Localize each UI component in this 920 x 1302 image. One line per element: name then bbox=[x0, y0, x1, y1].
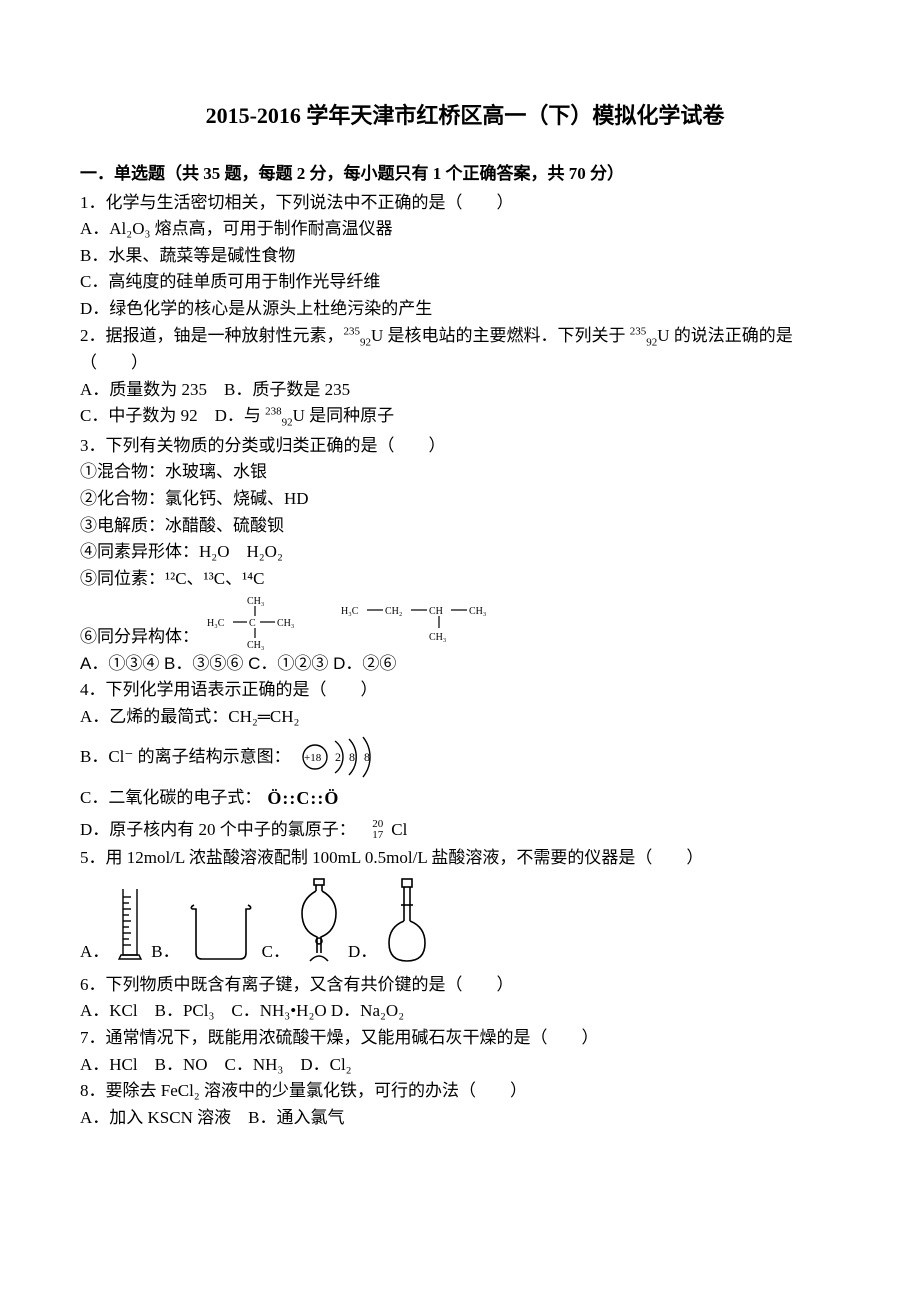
q3-opts: A．①③④ B．③⑤⑥ C．①②③ D．②⑥ bbox=[80, 652, 850, 677]
q5-stem: 5．用 12mol/L 浓盐酸溶液配制 100mL 0.5mol/L 盐酸溶液，… bbox=[80, 846, 850, 871]
q2-c-pre: C．中子数为 92 D．与 bbox=[80, 406, 265, 425]
q3-i3: ③电解质：冰醋酸、硫酸钡 bbox=[80, 514, 850, 539]
svg-text:C: C bbox=[249, 618, 256, 629]
uranium-235-b: 23592U bbox=[630, 326, 670, 345]
svg-text:8: 8 bbox=[364, 750, 370, 764]
q3-i6-label: ⑥同分异构体： bbox=[80, 625, 199, 650]
q4-stem: 4．下列化学用语表示正确的是（ ） bbox=[80, 678, 850, 703]
structure-right-icon: H₃C CH₂ CH CH₃ CH₃ bbox=[339, 594, 529, 650]
svg-text:CH: CH bbox=[429, 606, 443, 617]
svg-text:CH₃: CH₃ bbox=[277, 618, 294, 629]
q6-stem: 6．下列物质中既含有离子键，又含有共价键的是（ ） bbox=[80, 973, 850, 998]
q1-d: D．绿色化学的核心是从源头上杜绝污染的产生 bbox=[80, 297, 850, 322]
ion-structure-icon: +18 2 8 8 bbox=[297, 735, 392, 779]
svg-text:H₃C: H₃C bbox=[207, 618, 225, 629]
structure-left-icon: CH₃ H₃C C CH₃ CH₃ bbox=[205, 594, 315, 650]
q5-opts: A． B． C． bbox=[80, 877, 850, 965]
q6-opts: A．KCl B．PCl₃ C．NH₃•H₂O D．Na₂O₂ bbox=[80, 999, 850, 1024]
q7-stem: 7．通常情况下，既能用浓硫酸干燥，又能用碱石灰干燥的是（ ） bbox=[80, 1026, 850, 1051]
q2-stem: 2．据报道，铀是一种放射性元素，23592U 是核电站的主要燃料．下列关于 23… bbox=[80, 324, 850, 376]
beaker-icon bbox=[186, 901, 256, 965]
q5-d-label: D． bbox=[348, 940, 377, 965]
electron-formula-icon: Ö::C::Ö bbox=[267, 785, 339, 811]
q4-a: A．乙烯的最简式：CH₂═CH₂ bbox=[80, 705, 850, 730]
q2-a: A．质量数为 235 B．质子数是 235 bbox=[80, 378, 850, 403]
q1-c: C．高纯度的硅单质可用于制作光导纤维 bbox=[80, 270, 850, 295]
svg-text:+18: +18 bbox=[304, 752, 322, 764]
q8-stem: 8．要除去 FeCl₂ 溶液中的少量氯化铁，可行的办法（ ） bbox=[80, 1079, 850, 1104]
q3-i5: ⑤同位素：¹²C、¹³C、¹⁴C bbox=[80, 567, 850, 592]
q1-stem: 1．化学与生活密切相关，下列说法中不正确的是（ ） bbox=[80, 191, 850, 216]
q1-a: A．Al₂O₃ 熔点高，可用于制作耐高温仪器 bbox=[80, 217, 850, 242]
q3-i6: ⑥同分异构体： CH₃ H₃C C CH₃ CH₃ H₃C CH₂ CH bbox=[80, 594, 850, 650]
volumetric-flask-icon bbox=[383, 877, 431, 965]
svg-text:CH₃: CH₃ bbox=[247, 596, 264, 607]
q7-opts: A．HCl B．NO C．NH₃ D．Cl₂ bbox=[80, 1053, 850, 1078]
q4-d: D．原子核内有 20 个中子的氯原子： 20 17 Cl bbox=[80, 818, 850, 843]
q5-a-label: A． bbox=[80, 940, 109, 965]
q4-c-label: C．二氧化碳的电子式： bbox=[80, 786, 261, 811]
svg-text:8: 8 bbox=[349, 750, 355, 764]
q5-c-label: C． bbox=[262, 940, 290, 965]
page-title: 2015-2016 学年天津市红桥区高一（下）模拟化学试卷 bbox=[80, 100, 850, 132]
q2-stem-b: 是核电站的主要燃料．下列关于 bbox=[388, 326, 630, 345]
separating-funnel-icon bbox=[296, 877, 342, 965]
graduated-cylinder-icon bbox=[115, 885, 145, 965]
svg-text:CH₃: CH₃ bbox=[429, 632, 446, 643]
svg-text:H₃C: H₃C bbox=[341, 606, 359, 617]
q2-stem-a: 2．据报道，铀是一种放射性元素， bbox=[80, 326, 344, 345]
q1-b: B．水果、蔬菜等是碱性食物 bbox=[80, 244, 850, 269]
q3-i2: ②化合物：氯化钙、烧碱、HD bbox=[80, 487, 850, 512]
section-heading: 一．单选题（共 35 题，每题 2 分，每小题只有 1 个正确答案，共 70 分… bbox=[80, 162, 850, 187]
svg-text:2: 2 bbox=[335, 750, 341, 764]
q4-b-label: B．Cl⁻ 的离子结构示意图： bbox=[80, 745, 291, 770]
q3-i1: ①混合物：水玻璃、水银 bbox=[80, 460, 850, 485]
q2-c-post: 是同种原子 bbox=[305, 406, 394, 425]
svg-text:CH₃: CH₃ bbox=[247, 640, 264, 650]
cl-isotope: 20 17 bbox=[372, 819, 383, 841]
q2-c: C．中子数为 92 D．与 23892U 是同种原子 bbox=[80, 404, 850, 431]
q4-c: C．二氧化碳的电子式： Ö::C::Ö bbox=[80, 785, 850, 811]
q4-d-post: Cl bbox=[391, 818, 407, 843]
uranium-238: 23892U bbox=[265, 406, 305, 425]
q5-b-label: B． bbox=[151, 940, 179, 965]
q8-a: A．加入 KSCN 溶液 B．通入氯气 bbox=[80, 1106, 850, 1131]
cl-bot: 17 bbox=[372, 830, 383, 841]
q4-d-pre: D．原子核内有 20 个中子的氯原子： bbox=[80, 818, 364, 843]
uranium-235: 23592U bbox=[344, 326, 388, 345]
q3-i4: ④同素异形体：H₂O H₂O₂ bbox=[80, 540, 850, 565]
q3-stem: 3．下列有关物质的分类或归类正确的是（ ） bbox=[80, 434, 850, 459]
svg-text:CH₃: CH₃ bbox=[469, 606, 486, 617]
svg-text:CH₂: CH₂ bbox=[385, 606, 402, 617]
q4-b: B．Cl⁻ 的离子结构示意图： +18 2 8 8 bbox=[80, 735, 850, 779]
